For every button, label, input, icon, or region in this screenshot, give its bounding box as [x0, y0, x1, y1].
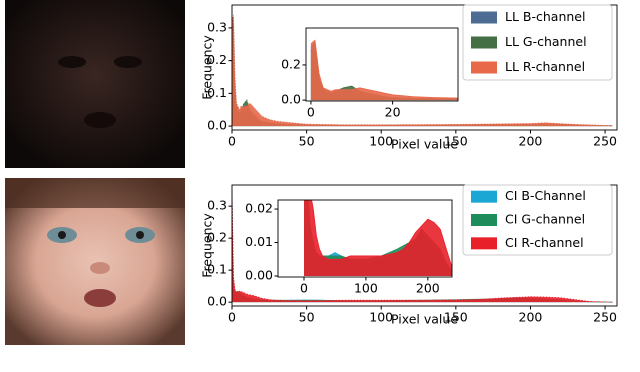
legend-swatch — [471, 61, 497, 74]
area-outline — [311, 200, 452, 269]
x-tick-label: 50 — [299, 310, 315, 325]
y-tick-label: 0.1 — [207, 262, 227, 277]
y-tick-label: 0.3 — [207, 19, 227, 34]
y-axis-label: Frequency — [200, 35, 215, 100]
x-axis-label: Pixel value — [391, 312, 458, 327]
legend-label: CI R-channel — [505, 235, 584, 250]
x-tick-label: 20 — [385, 105, 401, 120]
area-outline — [232, 190, 613, 303]
y-tick-label: 0.2 — [281, 56, 301, 71]
legend-swatch — [471, 237, 497, 250]
plot-area — [310, 39, 458, 101]
legend-label: LL B-channel — [505, 9, 585, 24]
x-tick-label: 0 — [228, 134, 236, 149]
legend-swatch — [471, 36, 497, 49]
plot-area — [232, 190, 613, 303]
y-tick-label: 0.1 — [207, 85, 227, 100]
area-fill — [304, 200, 452, 276]
y-tick-label: 0.2 — [207, 230, 227, 245]
x-tick-label: 250 — [593, 310, 617, 325]
y-tick-label: 0.0 — [281, 92, 301, 107]
axes-frame — [231, 4, 618, 131]
x-tick-label: 0 — [307, 105, 315, 120]
x-axis-label: Pixel value — [391, 137, 458, 152]
x-tick-label: 150 — [444, 134, 468, 149]
legend-box — [462, 4, 613, 81]
area-outline — [232, 14, 613, 127]
x-tick-label: 200 — [416, 281, 440, 296]
area-outline — [310, 39, 458, 99]
legend-label: LL R-channel — [505, 59, 585, 74]
x-tick-label: 250 — [593, 134, 617, 149]
legend-box — [462, 184, 613, 256]
y-tick-label: 0.00 — [245, 267, 273, 282]
legend-swatch — [471, 190, 497, 203]
legend-label: LL G-channel — [505, 34, 587, 49]
x-tick-label: 0 — [228, 310, 236, 325]
x-tick-label: 200 — [519, 134, 543, 149]
y-axis-label: Frequency — [200, 213, 215, 278]
axes-frame — [231, 184, 618, 307]
x-tick-label: 150 — [444, 310, 468, 325]
x-tick-label: 100 — [369, 134, 393, 149]
x-tick-label: 100 — [354, 281, 378, 296]
y-tick-label: 0.01 — [245, 234, 273, 249]
plot-area — [232, 14, 613, 127]
y-tick-label: 0.2 — [207, 52, 227, 67]
y-tick-label: 0.0 — [207, 294, 227, 309]
legend-swatch — [471, 214, 497, 226]
legend-swatch — [471, 11, 497, 24]
x-tick-label: 200 — [519, 310, 543, 325]
plot-area — [304, 200, 452, 276]
y-tick-label: 0.02 — [245, 201, 273, 216]
photo-low-light — [5, 0, 185, 168]
y-tick-label: 0.3 — [207, 198, 227, 213]
photo-child — [5, 178, 185, 345]
axes-frame — [277, 199, 453, 278]
area-fill — [310, 40, 458, 101]
x-tick-label: 0 — [300, 281, 308, 296]
legend-label: CI B-Channel — [505, 188, 586, 203]
y-tick-label: 0.0 — [207, 118, 227, 133]
legend-label: CI G-channel — [505, 212, 585, 227]
inset-background — [306, 28, 458, 101]
x-tick-label: 50 — [299, 134, 315, 149]
x-tick-label: 100 — [369, 310, 393, 325]
